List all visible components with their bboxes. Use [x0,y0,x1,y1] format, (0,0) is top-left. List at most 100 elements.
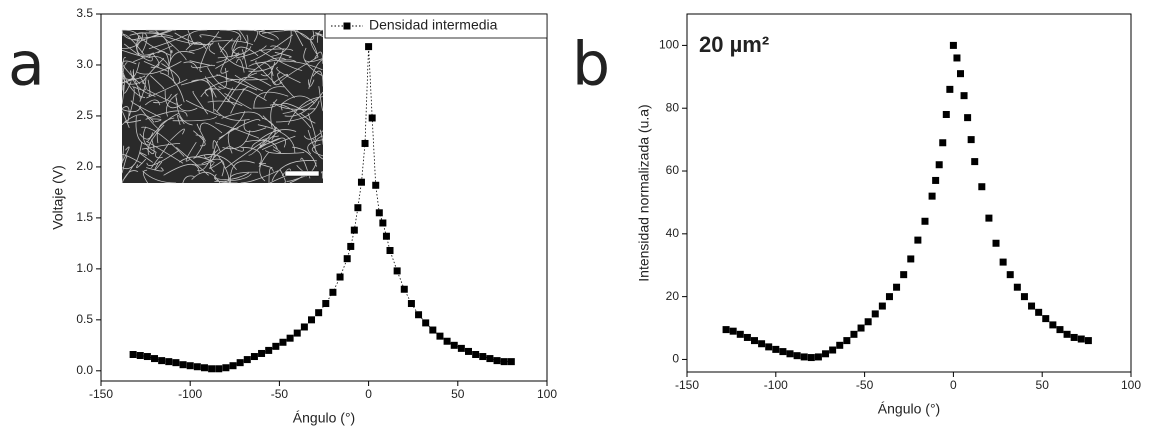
marker [422,319,430,327]
x-tick-label: -150 [89,387,113,401]
annotation: 20 µm² [699,32,769,57]
marker [722,326,730,334]
marker [978,183,986,191]
marker [347,242,355,250]
marker [368,114,376,122]
marker [907,255,915,263]
marker [779,348,787,356]
y-axis-label: Voltaje (V) [50,165,66,230]
marker [436,332,444,340]
y-tick-label: 1.0 [76,261,93,275]
y-tick-label: 80 [666,100,680,114]
x-tick-label: -50 [271,387,289,401]
marker [208,365,216,373]
marker [361,139,369,147]
marker [750,337,758,345]
x-tick-label: 100 [537,387,557,401]
marker [429,326,437,334]
x-tick-label: 50 [451,387,465,401]
y-tick-label: 0.5 [76,312,93,326]
marker [386,247,394,255]
marker [878,302,886,310]
plot-frame [686,13,1132,373]
marker [136,352,144,360]
marker [407,300,415,308]
x-tick-label: -100 [178,387,202,401]
marker [949,41,957,49]
marker [400,285,408,293]
marker [158,357,166,365]
marker [215,365,223,373]
marker [272,342,280,350]
x-tick-label: 0 [950,378,957,392]
marker [822,350,830,358]
marker [957,70,965,78]
y-tick-label: 1.5 [76,210,93,224]
marker [1070,333,1078,341]
marker [443,337,451,345]
x-tick-label: 0 [365,387,372,401]
marker [758,340,766,348]
y-tick-label: 40 [666,226,680,240]
marker [172,359,180,367]
marker [843,337,851,345]
marker [393,267,401,275]
marker [236,359,244,367]
marker [964,114,972,122]
marker [382,232,390,240]
marker [343,255,351,263]
marker [193,363,201,371]
marker [928,192,936,200]
y-tick-label: 60 [666,163,680,177]
marker [729,327,737,335]
marker [243,356,251,364]
marker [885,293,893,301]
y-tick-label: 20 [666,289,680,303]
marker [1056,326,1064,334]
marker [465,347,473,355]
marker [935,161,943,169]
marker [308,316,316,324]
x-tick-label: -150 [675,378,699,392]
marker [222,364,230,372]
panel-label: b [572,30,610,100]
marker [921,217,929,225]
x-axis-label: Ángulo (°) [293,410,355,426]
marker [864,318,872,326]
marker [1020,293,1028,301]
x-tick-label: -100 [764,378,788,392]
marker [900,271,908,279]
marker [279,338,287,346]
legend-marker [343,22,351,30]
marker [507,358,515,366]
marker [971,158,979,166]
marker [500,358,508,366]
marker [999,258,1007,266]
marker [151,355,159,363]
marker [829,346,837,354]
marker [914,236,922,244]
marker [814,353,822,361]
y-tick-label: 3.5 [76,6,93,20]
marker [939,139,947,147]
marker [1028,302,1036,310]
x-axis-label: Ángulo (°) [878,401,940,417]
legend-box [324,13,548,39]
marker [415,311,423,319]
y-tick-label: 2.5 [76,108,93,122]
marker [379,219,387,227]
marker [871,310,879,318]
marker [479,353,487,361]
marker [357,178,365,186]
marker [129,350,137,358]
x-tick-label: 100 [1121,378,1141,392]
marker [1035,308,1043,316]
marker [946,85,954,93]
marker [186,362,194,370]
marker [165,358,173,366]
marker [350,226,358,234]
scale-bar [284,170,320,177]
marker [1006,271,1014,279]
inset-fibers [121,29,324,184]
